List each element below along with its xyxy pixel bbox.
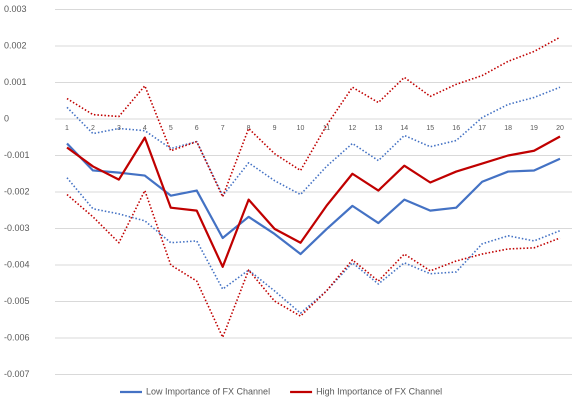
series-line — [66, 86, 561, 197]
x-tick-label: 9 — [273, 125, 277, 132]
x-tick-label: 12 — [349, 125, 357, 132]
y-tick-label: -0.003 — [4, 223, 30, 233]
x-tick-label: 7 — [221, 125, 225, 132]
legend-label: Low Importance of FX Channel — [146, 386, 270, 396]
y-tick-label: -0.002 — [4, 186, 30, 196]
x-tick-label: 16 — [452, 125, 460, 132]
y-tick-label: 0.002 — [4, 40, 27, 50]
y-tick-label: 0.003 — [4, 4, 27, 14]
x-tick-label: 1 — [65, 125, 69, 132]
series-line — [66, 142, 561, 256]
y-tick-label: 0 — [4, 113, 9, 123]
y-tick-label: 0.001 — [4, 77, 27, 87]
y-tick-label: -0.004 — [4, 259, 30, 269]
x-tick-label: 4 — [143, 125, 147, 132]
series-line — [66, 135, 561, 268]
x-tick-label: 14 — [400, 125, 408, 132]
series-line — [66, 36, 561, 198]
x-tick-label: 19 — [530, 125, 538, 132]
x-tick-label: 18 — [504, 125, 512, 132]
x-tick-label: 6 — [195, 125, 199, 132]
y-tick-label: -0.006 — [4, 332, 30, 342]
x-tick-label: 20 — [556, 125, 564, 132]
legend-label: High Importance of FX Channel — [316, 386, 442, 396]
x-tick-label: 13 — [374, 125, 382, 132]
x-tick-label: 10 — [297, 125, 305, 132]
x-tick-label: 15 — [426, 125, 434, 132]
y-tick-label: -0.005 — [4, 296, 30, 306]
x-tick-label: 11 — [323, 125, 330, 132]
x-tick-label: 17 — [478, 125, 486, 132]
y-tick-label: -0.007 — [4, 369, 30, 379]
x-tick-label: 5 — [169, 125, 173, 132]
series-line — [66, 189, 561, 339]
y-tick-label: -0.001 — [4, 150, 30, 160]
x-tick-label: 8 — [247, 125, 251, 132]
x-tick-label: 2 — [91, 125, 95, 132]
series-line — [66, 177, 561, 314]
